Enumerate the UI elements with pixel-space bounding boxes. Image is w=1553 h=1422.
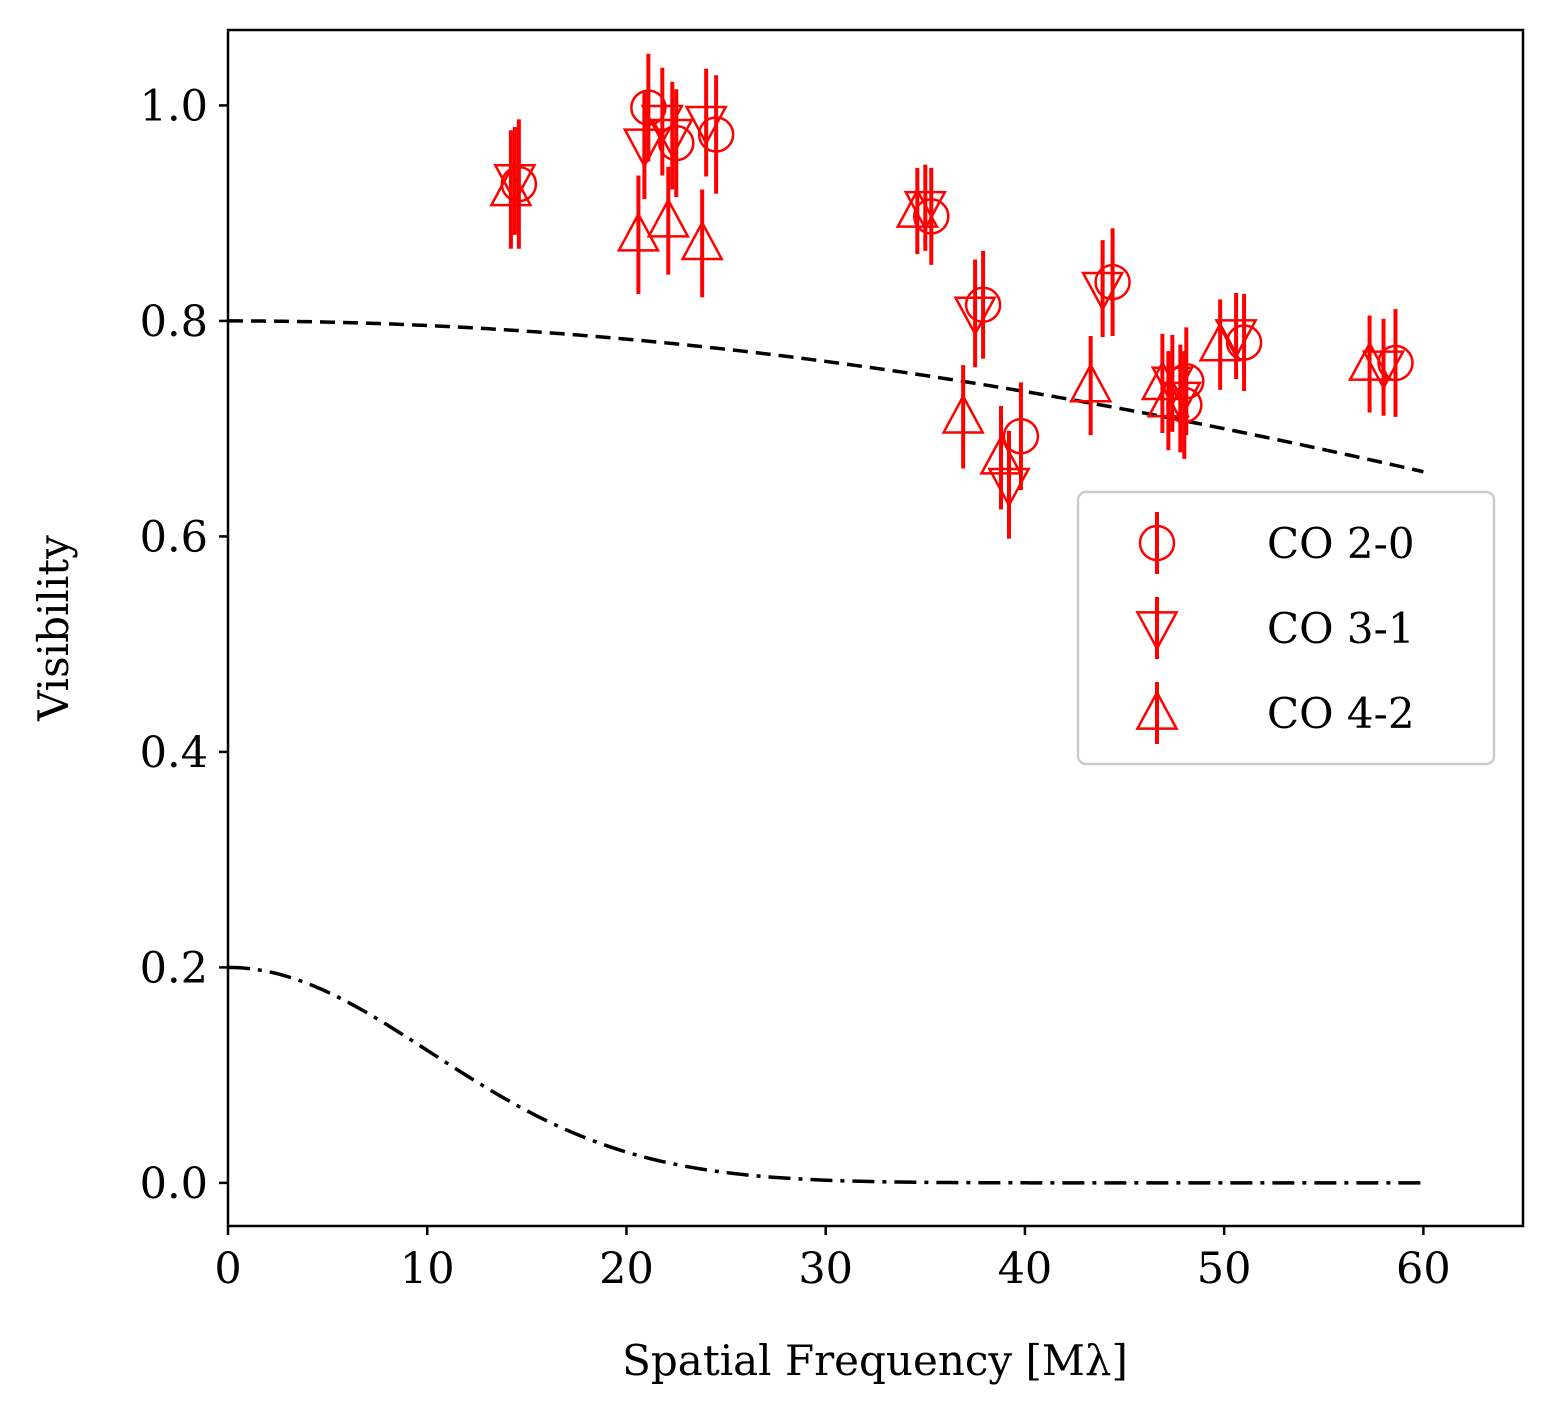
triangle-down-marker: [1214, 319, 1258, 360]
y-tick-label: 0.4: [140, 728, 208, 778]
triangle-up-marker: [941, 393, 985, 434]
data-point: [1347, 315, 1392, 413]
plot-frame: [226, 28, 1525, 1228]
data-point: [1080, 240, 1125, 338]
legend-frame: [1076, 490, 1496, 766]
legend-entries: CO 2-0 CO 3-1 CO 4-2: [1135, 512, 1415, 744]
legend-label: CO 3-1: [1267, 604, 1415, 653]
legend-entry: CO 2-0: [1138, 512, 1415, 574]
data-point: [650, 81, 694, 190]
triangle-up-marker: [1347, 340, 1392, 381]
circle-marker: [658, 124, 695, 162]
x-tick-label: 40: [998, 1244, 1053, 1294]
x-tick-label: 10: [400, 1244, 455, 1294]
triangle-up-marker: [1069, 362, 1113, 403]
data-point: [1094, 228, 1131, 337]
data-point: [658, 89, 695, 198]
x-tick-label: 20: [599, 1244, 654, 1294]
model-dashed-line: [228, 319, 1424, 474]
circle-marker: [697, 116, 735, 153]
x-tick-label: 0: [214, 1244, 241, 1294]
legend-entry: CO 4-2: [1135, 682, 1415, 744]
circle-marker: [1377, 344, 1414, 382]
data-point: [630, 53, 667, 162]
triangle-up-marker: [616, 211, 661, 252]
x-tick-label: 30: [798, 1244, 853, 1294]
x-tick-label: 50: [1197, 1244, 1252, 1294]
data-point: [684, 68, 728, 177]
circle-marker: [913, 198, 950, 235]
y-tick-label: 0.8: [140, 297, 208, 347]
triangle-up-marker: [680, 220, 724, 261]
circle-marker: [1094, 263, 1131, 301]
triangle-up-marker: [1140, 360, 1185, 401]
legend-triangle-down-marker: [1135, 611, 1179, 652]
data-point: [895, 167, 939, 255]
data-point: [697, 75, 735, 194]
triangle-up-marker: [979, 434, 1023, 475]
circle-marker: [630, 89, 667, 126]
x-axis: 0 10 20 30 40 50 60: [214, 1226, 1451, 1294]
data-point: [646, 166, 690, 275]
x-tick-label: 60: [1396, 1244, 1451, 1294]
triangle-down-marker: [650, 118, 694, 159]
triangle-down-marker: [1361, 350, 1406, 391]
data-point: [1146, 351, 1191, 451]
circle-marker: [1002, 417, 1040, 455]
legend-entry: CO 3-1: [1135, 597, 1415, 659]
model-dashdot-line: [228, 965, 1424, 1185]
legend-circle-marker: [1138, 524, 1176, 562]
triangle-down-marker: [1080, 271, 1125, 312]
data-point: [941, 365, 985, 469]
data-point: [493, 126, 537, 235]
triangle-down-marker: [684, 105, 728, 146]
y-tick-label: 0.6: [140, 512, 208, 562]
data-point: [953, 259, 997, 368]
triangle-down-marker: [493, 163, 537, 205]
x-axis-label: Spatial Frequency [Mλ]: [622, 1336, 1128, 1385]
data-points: [489, 53, 1414, 539]
y-tick-label: 1.0: [140, 81, 208, 131]
data-point: [1198, 299, 1242, 390]
y-tick-label: 0.2: [140, 943, 208, 993]
triangle-up-marker: [489, 166, 533, 207]
data-point: [616, 175, 661, 294]
data-point: [680, 189, 724, 298]
triangle-down-marker: [1158, 381, 1202, 422]
circle-marker: [1225, 324, 1263, 361]
legend-triangle-up-marker: [1135, 689, 1179, 730]
y-axis-label: Visibility: [29, 535, 78, 722]
legend: CO 2-0 CO 3-1 CO 4-2: [1076, 490, 1496, 766]
y-tick-label: 0.0: [140, 1159, 208, 1209]
y-axis: 0.0 0.2 0.4 0.6 0.8 1.0: [140, 81, 228, 1209]
triangle-up-marker: [1146, 377, 1191, 418]
model-curves: [228, 319, 1424, 1185]
data-point: [489, 130, 533, 249]
triangle-down-marker: [953, 296, 997, 337]
data-point: [979, 406, 1023, 510]
legend-label: CO 2-0: [1267, 519, 1415, 568]
triangle-up-marker: [1198, 321, 1242, 362]
legend-label: CO 4-2: [1267, 689, 1415, 738]
triangle-up-marker: [895, 187, 939, 228]
data-point: [1069, 336, 1113, 436]
triangle-down-marker: [622, 128, 667, 169]
triangle-up-marker: [646, 197, 690, 238]
data-point: [1214, 292, 1258, 380]
data-point: [1377, 309, 1414, 417]
